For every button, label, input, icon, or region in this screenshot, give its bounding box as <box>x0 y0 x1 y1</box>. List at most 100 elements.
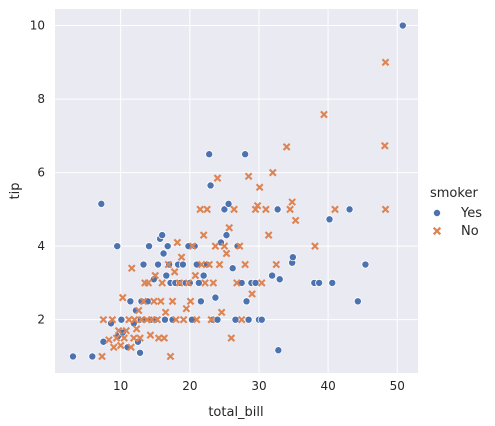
point-yes <box>68 352 77 361</box>
point-no <box>151 271 160 280</box>
point-yes <box>328 278 337 287</box>
point-no <box>182 304 191 313</box>
point-yes <box>162 271 171 280</box>
point-no <box>108 315 117 324</box>
point-no <box>122 326 131 335</box>
point-no <box>199 231 208 239</box>
point-yes <box>233 242 242 251</box>
point-yes <box>228 264 237 273</box>
legend-title: smoker <box>430 186 478 201</box>
y-tick-label: 2 <box>37 313 45 327</box>
point-no <box>213 174 222 182</box>
point-no <box>237 315 246 324</box>
point-no <box>105 336 113 344</box>
point-yes <box>274 346 283 355</box>
point-no <box>286 205 294 214</box>
point-yes <box>97 199 106 208</box>
point-yes <box>113 242 122 251</box>
point-no <box>173 238 182 247</box>
point-yes <box>136 348 145 357</box>
legend-marker-yes <box>432 208 441 217</box>
y-tick-label: 10 <box>30 19 45 33</box>
point-no <box>381 58 390 67</box>
point-no <box>158 279 167 287</box>
point-no <box>211 242 220 250</box>
y-tick-label: 4 <box>37 239 45 253</box>
point-no <box>114 326 123 335</box>
point-yes <box>361 260 370 269</box>
point-yes <box>211 293 220 302</box>
point-no <box>164 260 173 269</box>
point-yes <box>159 249 168 258</box>
point-no <box>150 297 158 306</box>
point-yes <box>257 315 266 324</box>
point-no <box>264 231 273 239</box>
point-no <box>146 331 155 339</box>
point-no <box>320 110 328 119</box>
point-yes <box>353 297 362 306</box>
point-yes <box>275 275 284 284</box>
point-yes <box>145 242 154 251</box>
point-no <box>197 260 206 269</box>
point-no <box>170 268 179 276</box>
point-no <box>153 315 162 324</box>
point-no <box>311 242 319 250</box>
point-yes <box>241 150 250 159</box>
point-no <box>331 205 339 214</box>
point-yes <box>268 271 277 280</box>
point-yes <box>398 21 407 30</box>
point-no <box>127 343 135 352</box>
point-no <box>116 341 125 350</box>
point-yes <box>160 315 169 324</box>
point-no <box>205 260 214 269</box>
point-no <box>248 290 256 298</box>
tick-labels: 10 20 30 40 50 2 4 6 8 10 <box>30 19 405 393</box>
x-tick-label: 20 <box>182 379 197 393</box>
point-no <box>209 279 218 287</box>
point-no <box>168 297 177 306</box>
point-no <box>380 141 389 150</box>
point-no <box>230 205 238 214</box>
point-no <box>268 168 277 177</box>
point-no <box>186 297 195 306</box>
point-yes <box>325 215 334 224</box>
point-no <box>112 334 121 342</box>
point-yes <box>205 150 214 159</box>
plot-area <box>55 9 418 373</box>
point-no <box>109 343 118 352</box>
point-no <box>166 352 175 361</box>
point-no <box>120 334 128 342</box>
point-no <box>215 260 224 269</box>
point-no <box>203 205 211 214</box>
point-no <box>172 315 180 324</box>
point-no <box>99 315 108 324</box>
point-yes <box>126 297 135 306</box>
point-no <box>272 260 281 269</box>
series-yes <box>68 21 407 361</box>
point-yes <box>154 260 163 269</box>
point-yes <box>199 271 208 280</box>
point-no <box>257 279 266 287</box>
point-no <box>217 308 226 317</box>
point-yes <box>196 297 205 306</box>
point-yes <box>231 315 240 324</box>
x-axis-label: total_bill <box>208 405 263 420</box>
point-no <box>282 143 291 151</box>
point-no <box>233 279 241 287</box>
point-no <box>253 201 262 210</box>
point-yes <box>220 205 229 214</box>
point-yes <box>345 205 354 214</box>
point-no <box>136 334 144 342</box>
point-no <box>130 315 139 324</box>
point-no <box>177 253 186 262</box>
point-no <box>118 293 127 302</box>
point-yes <box>251 278 260 287</box>
point-no <box>291 216 300 225</box>
point-yes <box>178 260 187 269</box>
x-tick-label: 10 <box>113 379 128 393</box>
point-no <box>144 279 153 287</box>
point-no <box>127 264 136 273</box>
legend-label-yes: Yes <box>460 206 482 221</box>
point-yes <box>224 199 233 208</box>
y-axis-label: tip <box>8 183 23 200</box>
